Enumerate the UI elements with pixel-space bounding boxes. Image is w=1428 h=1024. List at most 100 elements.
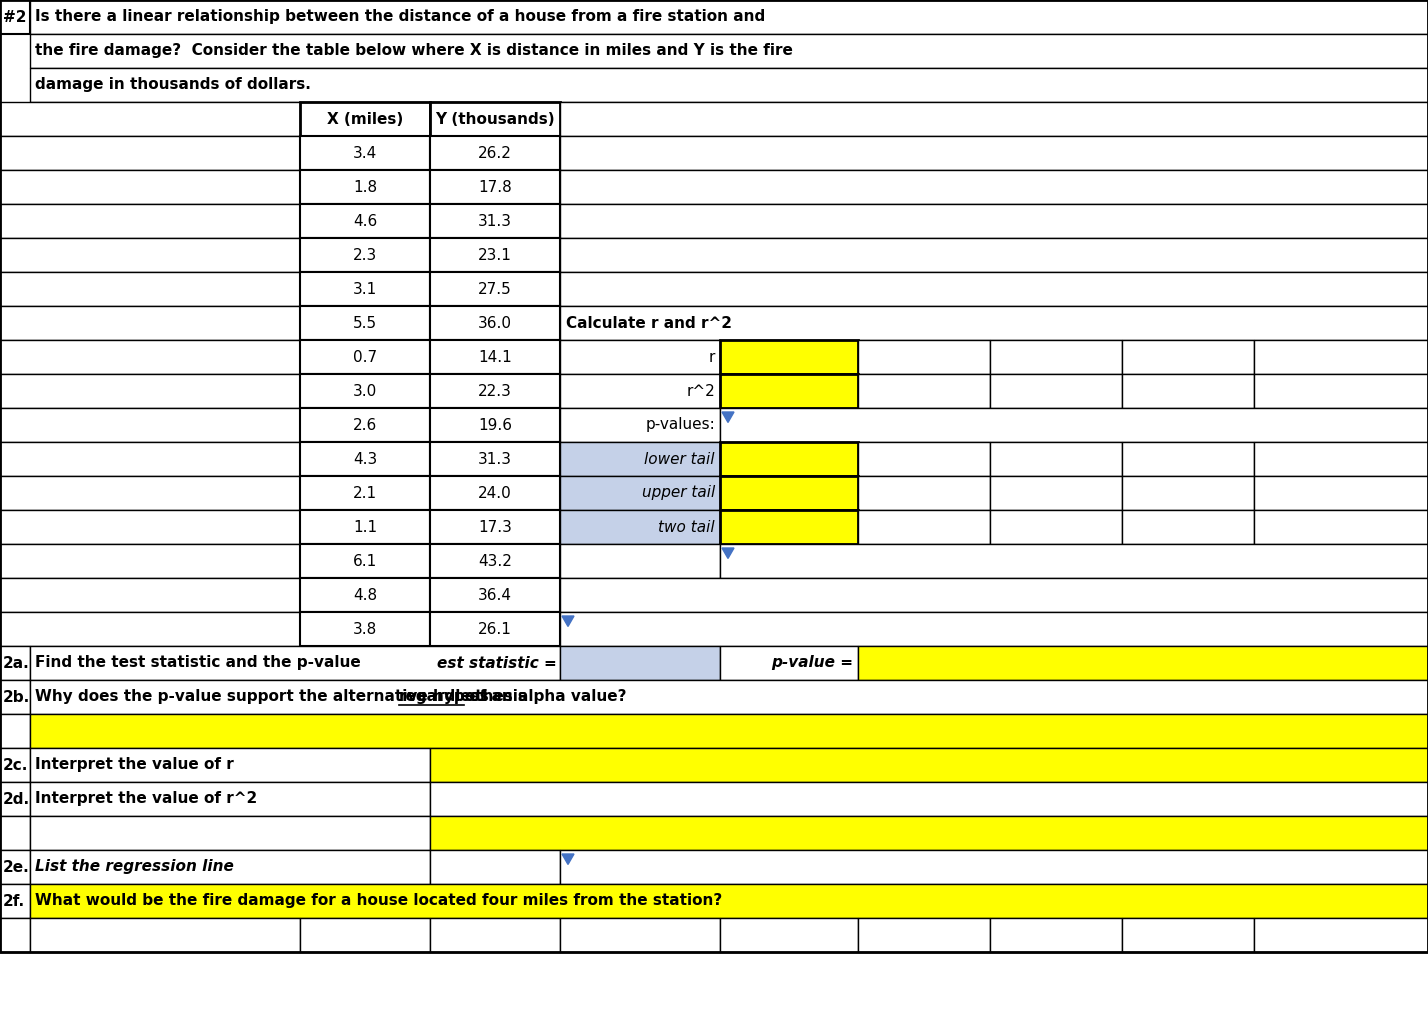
Bar [990, 340, 1122, 374]
Bar [430, 510, 560, 544]
Bar [30, 816, 430, 850]
Bar [300, 340, 430, 374]
Text: What would be the fire damage for a house located four miles from the station?: What would be the fire damage for a hous… [36, 894, 723, 908]
Text: r: r [708, 349, 715, 365]
Bar [430, 238, 560, 272]
Bar [858, 918, 990, 952]
Bar [430, 544, 560, 578]
Bar [0, 0, 30, 34]
Bar [858, 476, 990, 510]
Bar [0, 544, 300, 578]
Bar [430, 782, 1428, 816]
Text: 1.1: 1.1 [353, 519, 377, 535]
Text: 2e.: 2e. [3, 859, 30, 874]
Text: 4.6: 4.6 [353, 213, 377, 228]
Polygon shape [563, 854, 574, 864]
Bar [0, 884, 30, 918]
Text: Calculate r and r^2: Calculate r and r^2 [565, 315, 733, 331]
Text: regardless: regardless [398, 689, 490, 705]
Text: r^2: r^2 [687, 384, 715, 398]
Bar [560, 136, 1428, 170]
Bar [858, 340, 990, 374]
Text: 3.1: 3.1 [353, 282, 377, 297]
Text: X (miles): X (miles) [327, 112, 403, 127]
Bar [560, 612, 1428, 646]
Text: est statistic =: est statistic = [437, 655, 557, 671]
Bar [30, 646, 560, 680]
Bar [560, 442, 720, 476]
Text: 31.3: 31.3 [478, 213, 513, 228]
Bar [0, 340, 300, 374]
Bar [430, 612, 560, 646]
Bar [30, 884, 1428, 918]
Text: 2.1: 2.1 [353, 485, 377, 501]
Text: 6.1: 6.1 [353, 554, 377, 568]
Bar [0, 306, 300, 340]
Text: 26.2: 26.2 [478, 145, 511, 161]
Bar [30, 680, 1428, 714]
Bar [300, 442, 430, 476]
Bar [858, 442, 990, 476]
Bar [1254, 442, 1428, 476]
Text: 2.6: 2.6 [353, 418, 377, 432]
Bar [990, 510, 1122, 544]
Text: 3.0: 3.0 [353, 384, 377, 398]
Text: Is there a linear relationship between the distance of a house from a fire stati: Is there a linear relationship between t… [36, 9, 765, 25]
Bar [560, 544, 720, 578]
Bar [858, 374, 990, 408]
Text: 3.4: 3.4 [353, 145, 377, 161]
Text: 26.1: 26.1 [478, 622, 511, 637]
Text: damage in thousands of dollars.: damage in thousands of dollars. [36, 78, 311, 92]
Text: 17.3: 17.3 [478, 519, 511, 535]
Bar [560, 306, 1428, 340]
Polygon shape [723, 548, 734, 558]
Bar [1122, 510, 1254, 544]
Bar [430, 476, 560, 510]
Bar [0, 136, 300, 170]
Text: 0.7: 0.7 [353, 349, 377, 365]
Text: 14.1: 14.1 [478, 349, 511, 365]
Text: 17.8: 17.8 [478, 179, 511, 195]
Bar [430, 170, 560, 204]
Bar [0, 170, 300, 204]
Text: 19.6: 19.6 [478, 418, 513, 432]
Bar [0, 578, 300, 612]
Text: 22.3: 22.3 [478, 384, 511, 398]
Bar [30, 748, 430, 782]
Text: two tail: two tail [658, 519, 715, 535]
Bar [430, 816, 1428, 850]
Bar [720, 918, 858, 952]
Bar [300, 238, 430, 272]
Bar [560, 340, 720, 374]
Text: lower tail: lower tail [644, 452, 715, 467]
Text: p-values:: p-values: [645, 418, 715, 432]
Text: 2f.: 2f. [3, 894, 26, 908]
Bar [430, 272, 560, 306]
Text: Y (thousands): Y (thousands) [436, 112, 555, 127]
Bar [430, 374, 560, 408]
Bar [430, 102, 560, 136]
Text: 2.3: 2.3 [353, 248, 377, 262]
Bar [430, 340, 560, 374]
Bar [430, 748, 1428, 782]
Bar [430, 918, 560, 952]
Bar [1122, 918, 1254, 952]
Bar [720, 408, 1428, 442]
Bar [560, 102, 1428, 136]
Bar [560, 408, 720, 442]
Bar [560, 578, 1428, 612]
Bar [720, 646, 858, 680]
Bar [0, 238, 300, 272]
Text: 27.5: 27.5 [478, 282, 511, 297]
Text: the fire damage?  Consider the table below where X is distance in miles and Y is: the fire damage? Consider the table belo… [36, 43, 793, 58]
Bar [430, 408, 560, 442]
Bar [720, 442, 858, 476]
Bar [430, 578, 560, 612]
Bar [0, 748, 30, 782]
Bar [30, 34, 1428, 68]
Text: p-value =: p-value = [771, 655, 853, 671]
Bar [1122, 476, 1254, 510]
Bar [560, 850, 1428, 884]
Bar [30, 918, 300, 952]
Bar [0, 374, 300, 408]
